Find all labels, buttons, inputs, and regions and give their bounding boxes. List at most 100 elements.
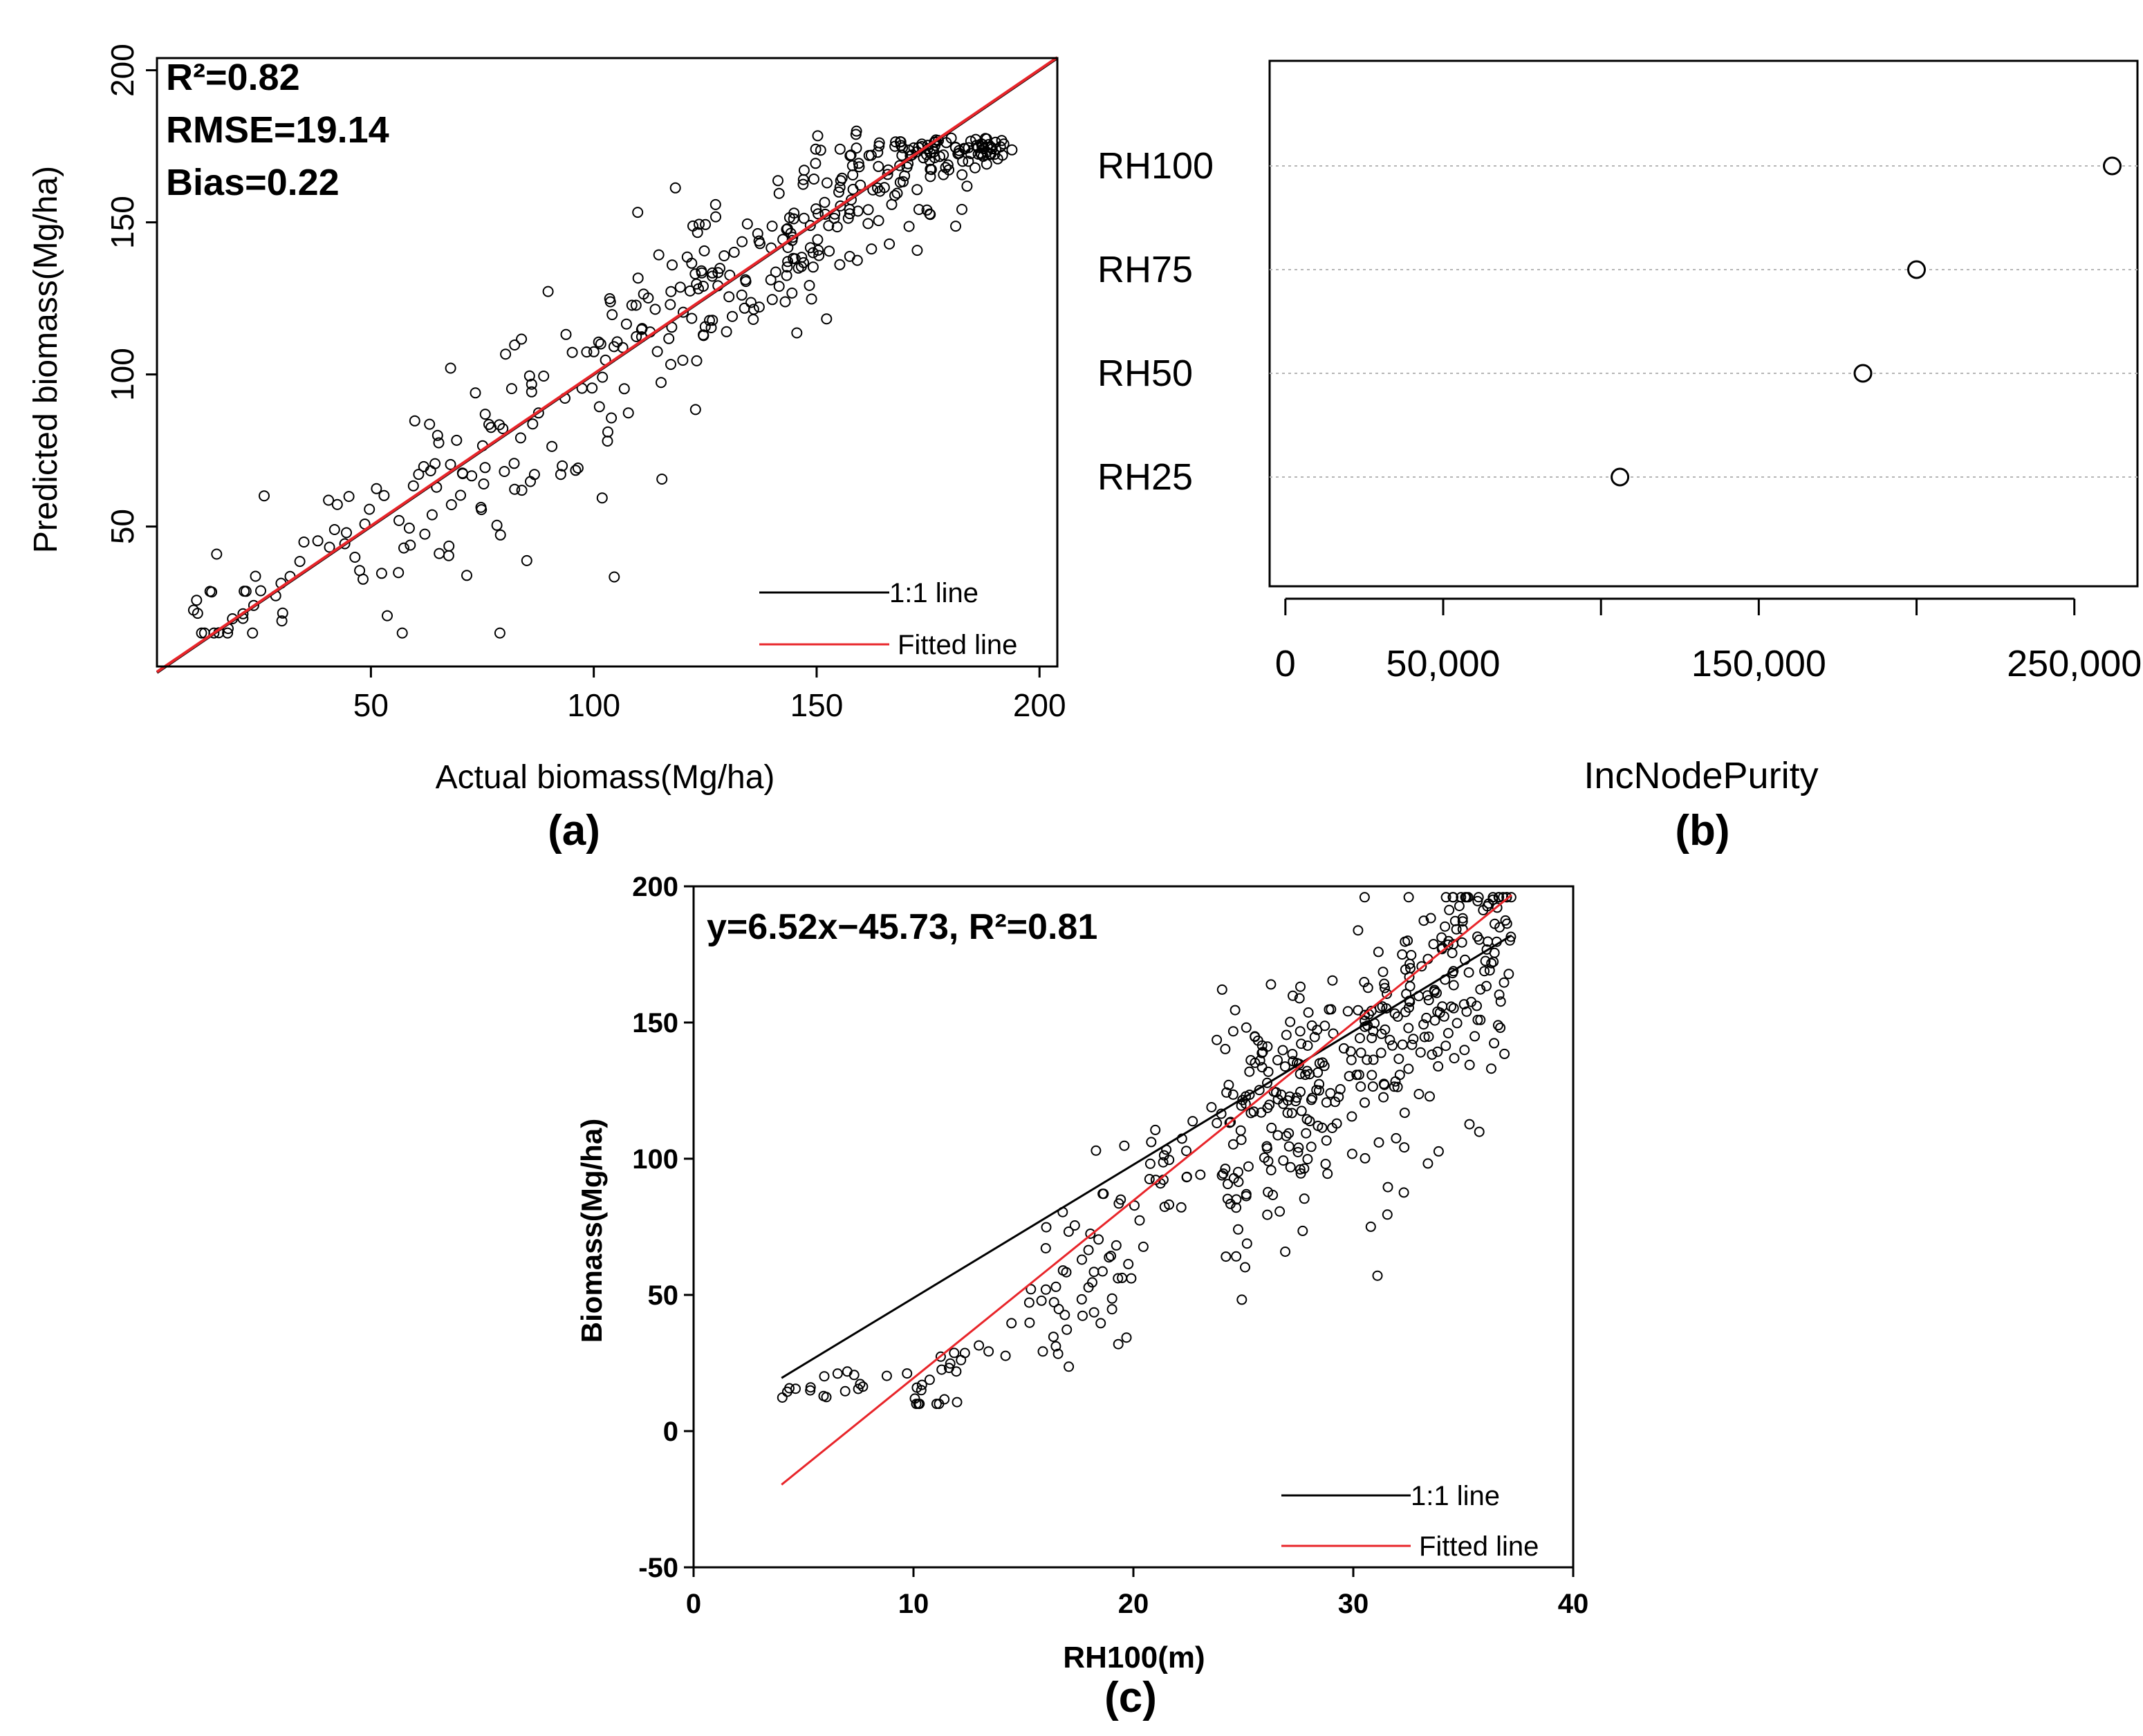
panel-c-point (1077, 1254, 1087, 1265)
panel-c-point (1271, 1087, 1281, 1098)
panel-c-point (1416, 961, 1427, 972)
panel-a-point (766, 221, 778, 232)
panel-c-point (1181, 1146, 1191, 1157)
panel-c-point (1294, 993, 1305, 1004)
panel-c-point (1176, 1202, 1187, 1213)
panel-a-point (521, 554, 532, 566)
panel-a-point (686, 312, 698, 324)
panel-a-point (491, 519, 503, 531)
panel-c-point (1473, 892, 1484, 903)
panel-c-point (1440, 1040, 1451, 1052)
panel-a-point (630, 299, 642, 311)
panel-c-point (1446, 1001, 1456, 1012)
panel-c-point (1342, 1006, 1353, 1017)
panel-a-point (804, 220, 816, 232)
panel-c-point (1432, 1006, 1443, 1017)
panel-c-point (1389, 1008, 1400, 1019)
panel-a-fitted-line (156, 56, 1059, 673)
panel-c-ylabel: Biomass(Mg/ha) (575, 1119, 608, 1343)
panel-c-point (1325, 1088, 1336, 1099)
panel-c-point (1314, 1079, 1325, 1090)
panel-c-point (1399, 1108, 1410, 1119)
panel-c-point (1484, 965, 1495, 976)
panel-a-point (206, 586, 218, 598)
panel-c-point (1106, 1304, 1117, 1315)
panel-c-point (1283, 1128, 1295, 1139)
panel-a-point (443, 550, 454, 561)
panel-c-point (1263, 1156, 1274, 1166)
panel-c-point (1274, 1206, 1286, 1217)
panel-c-point (1292, 1147, 1304, 1157)
panel-a-point (237, 608, 249, 619)
panel-c-point (936, 1364, 947, 1375)
panel-c-point (945, 1358, 956, 1369)
panel-c-point (1407, 1039, 1418, 1050)
panel-c-point (1335, 1084, 1346, 1094)
panel-c-point (1216, 1170, 1227, 1181)
panel-a-point (806, 293, 817, 305)
panel-a-point (797, 178, 809, 190)
panel-a-point (555, 469, 566, 480)
panel-c-point (1379, 1079, 1390, 1090)
panel-c-point (1265, 1165, 1277, 1176)
panel-c-point (1053, 1304, 1064, 1314)
panel-c-point (1499, 977, 1510, 988)
panel-c-point (1227, 1089, 1239, 1100)
panel-a-point (940, 162, 952, 174)
panel-c-point (1425, 1091, 1435, 1102)
panel-a-point (694, 218, 705, 230)
panel-a-point (343, 491, 355, 503)
panel-a-point (921, 149, 932, 160)
panel-c-point (1501, 892, 1512, 903)
panel-c-point (1431, 987, 1442, 998)
panel-a-point (834, 259, 846, 270)
panel-a-ytick-label: 100 (104, 348, 140, 401)
panel-c-point (1300, 1070, 1311, 1081)
panel-c-legend: 1:1 line Fitted line (1281, 1481, 1539, 1562)
panel-c-point (1327, 975, 1338, 986)
panel-a-point (765, 274, 777, 286)
panel-c-point (1449, 1053, 1460, 1064)
panel-a-point (978, 142, 990, 154)
panel-c-point (1227, 1139, 1239, 1150)
panel-a-point (873, 215, 884, 227)
panel-a-point (479, 409, 491, 420)
panel-a-point (985, 149, 996, 160)
panel-c-point (1400, 964, 1411, 975)
panel-c-point (1164, 1155, 1175, 1166)
panel-a-point (739, 302, 750, 314)
panel-a-point (810, 158, 822, 169)
panel-a-point (678, 306, 689, 318)
panel-a-point (745, 297, 757, 308)
panel-a-point (691, 355, 703, 366)
panel-a-point (681, 251, 693, 263)
panel-c-point (1440, 921, 1451, 932)
panel-c-point (1380, 982, 1390, 993)
panel-a-lines (156, 56, 1059, 674)
panel-a-point (882, 169, 893, 180)
panel-c-point (1422, 1158, 1434, 1169)
panel-c-point (1144, 1158, 1156, 1169)
panel-a-point (873, 160, 884, 172)
panel-a-point (963, 156, 974, 167)
panel-a-point (898, 176, 909, 187)
panel-a-point (653, 249, 665, 261)
panel-c-point (1427, 1049, 1438, 1060)
panel-a-point (782, 256, 794, 268)
panel-c-point (1480, 955, 1491, 967)
panel-a-point (781, 261, 793, 273)
panel-a-point (709, 198, 721, 210)
panel-c-point (1223, 1179, 1233, 1190)
panel-a-point (797, 174, 809, 185)
panel-c-point (1117, 1272, 1128, 1283)
panel-a-point (622, 407, 634, 419)
panel-a-point (255, 585, 266, 597)
panel-a-point (822, 177, 833, 189)
panel-c-point (1418, 1019, 1429, 1030)
panel-a-legend-label-1to1: 1:1 line (889, 578, 978, 608)
panel-a-legend: 1:1 line Fitted line (759, 578, 1017, 660)
panel-a-point (479, 462, 491, 474)
panel-c-point (1481, 944, 1492, 955)
panel-a-point (674, 281, 686, 293)
panel-c-point (1240, 1262, 1250, 1273)
